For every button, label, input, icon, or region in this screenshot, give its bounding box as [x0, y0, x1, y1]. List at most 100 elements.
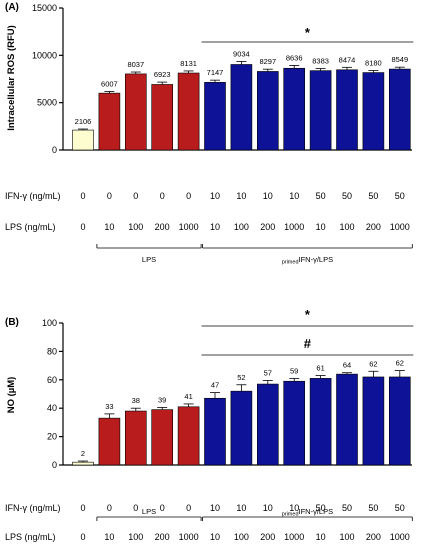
lps-dose: 10: [210, 532, 220, 542]
significance-marker: #: [304, 336, 312, 351]
data-label: 7147: [207, 68, 224, 77]
ifn-dose: 0: [186, 191, 191, 201]
ifn-dose: 10: [210, 503, 220, 513]
data-label: 8131: [180, 59, 197, 68]
ifn-dose: 0: [160, 191, 165, 201]
ifn-dose: 0: [160, 503, 165, 513]
y-tick-label: 5000: [37, 98, 57, 108]
bar: [388, 376, 411, 466]
lps-dose: 10: [316, 532, 326, 542]
bar: [256, 71, 279, 151]
lps-dose: 10: [316, 222, 326, 232]
lps-dose: 1000: [179, 532, 199, 542]
lps-dose: 1000: [284, 222, 304, 232]
data-label: 8180: [365, 58, 382, 67]
ifn-dose: 50: [316, 191, 326, 201]
y-axis-title: NO (µM): [6, 377, 17, 414]
ifn-row-label: IFN-γ (ng/mL): [5, 191, 61, 201]
ifn-dose: 0: [80, 503, 85, 513]
significance-marker: *: [305, 307, 311, 322]
group-label: LPS: [142, 507, 156, 516]
data-label: 8037: [127, 60, 144, 69]
ifn-dose: 50: [368, 503, 378, 513]
data-label: 62: [369, 359, 377, 368]
lps-dose: 10: [104, 222, 114, 232]
bar: [72, 129, 94, 151]
ifn-dose: 10: [263, 191, 273, 201]
lps-dose: 200: [260, 222, 275, 232]
bar: [204, 397, 226, 466]
data-label: 6923: [154, 70, 171, 79]
bar: [230, 64, 253, 151]
bar: [98, 92, 121, 151]
y-tick-label: 15000: [32, 3, 57, 13]
data-label: 8297: [259, 57, 276, 66]
lps-dose: 1000: [390, 222, 410, 232]
group-label-text: IFN-γ/LPS: [299, 507, 334, 516]
data-label: 41: [184, 392, 192, 401]
bar: [336, 69, 358, 151]
bar: [204, 82, 226, 151]
data-label: 64: [343, 361, 351, 370]
ifn-row-label: IFN-γ (ng/mL): [5, 503, 61, 513]
group-label-prefix: primed: [282, 260, 299, 266]
lps-dose: 100: [234, 222, 249, 232]
ifn-dose: 0: [80, 191, 85, 201]
bar: [177, 72, 200, 151]
lps-dose: 1000: [284, 532, 304, 542]
lps-row-label: LPS (ng/mL): [5, 532, 56, 542]
data-label: 9034: [233, 49, 250, 58]
ifn-dose: 10: [289, 503, 299, 513]
y-axis-title: Intracellular ROS (RFU): [6, 25, 17, 131]
ifn-dose: 10: [263, 503, 273, 513]
lps-dose: 200: [366, 532, 381, 542]
data-label: 8549: [391, 55, 408, 64]
lps-dose: 100: [339, 532, 354, 542]
lps-dose: 200: [366, 222, 381, 232]
ifn-dose: 0: [133, 191, 138, 201]
lps-dose: 100: [128, 222, 143, 232]
ifn-dose: 50: [342, 191, 352, 201]
bar: [309, 70, 332, 151]
y-tick-label: 60: [47, 375, 57, 385]
data-label: 57: [264, 369, 272, 378]
ifn-dose: 50: [395, 191, 405, 201]
bar: [151, 409, 173, 466]
ifn-dose: 0: [107, 191, 112, 201]
bar: [72, 461, 94, 466]
bar: [177, 406, 200, 466]
lps-dose: 10: [210, 222, 220, 232]
bar: [256, 383, 279, 466]
y-tick-label: 20: [47, 432, 57, 442]
bar: [283, 380, 306, 466]
data-label: 8383: [312, 57, 329, 66]
lps-dose: 100: [234, 532, 249, 542]
data-label: 2106: [75, 117, 92, 126]
lps-dose: 100: [128, 532, 143, 542]
lps-dose: 200: [155, 532, 170, 542]
ifn-dose: 50: [368, 191, 378, 201]
ifn-dose: 50: [395, 503, 405, 513]
lps-dose: 100: [339, 222, 354, 232]
group-label: primedIFN-γ/LPS: [282, 255, 333, 266]
group-label: LPS: [142, 255, 156, 264]
bar: [125, 410, 147, 466]
data-label: 2: [81, 449, 85, 458]
group-label-text: IFN-γ/LPS: [299, 255, 334, 264]
bar: [388, 68, 411, 151]
data-label: 8636: [286, 53, 303, 62]
lps-dose: 10: [104, 532, 114, 542]
bar: [309, 378, 332, 466]
ifn-dose: 50: [316, 503, 326, 513]
lps-dose: 0: [80, 222, 85, 232]
bar: [283, 67, 306, 151]
ifn-dose: 10: [289, 191, 299, 201]
bar: [362, 376, 385, 466]
bar: [336, 373, 358, 466]
y-tick-label: 80: [47, 346, 57, 356]
data-label: 38: [132, 396, 140, 405]
data-label: 8474: [339, 55, 356, 64]
ifn-dose: 0: [186, 503, 191, 513]
